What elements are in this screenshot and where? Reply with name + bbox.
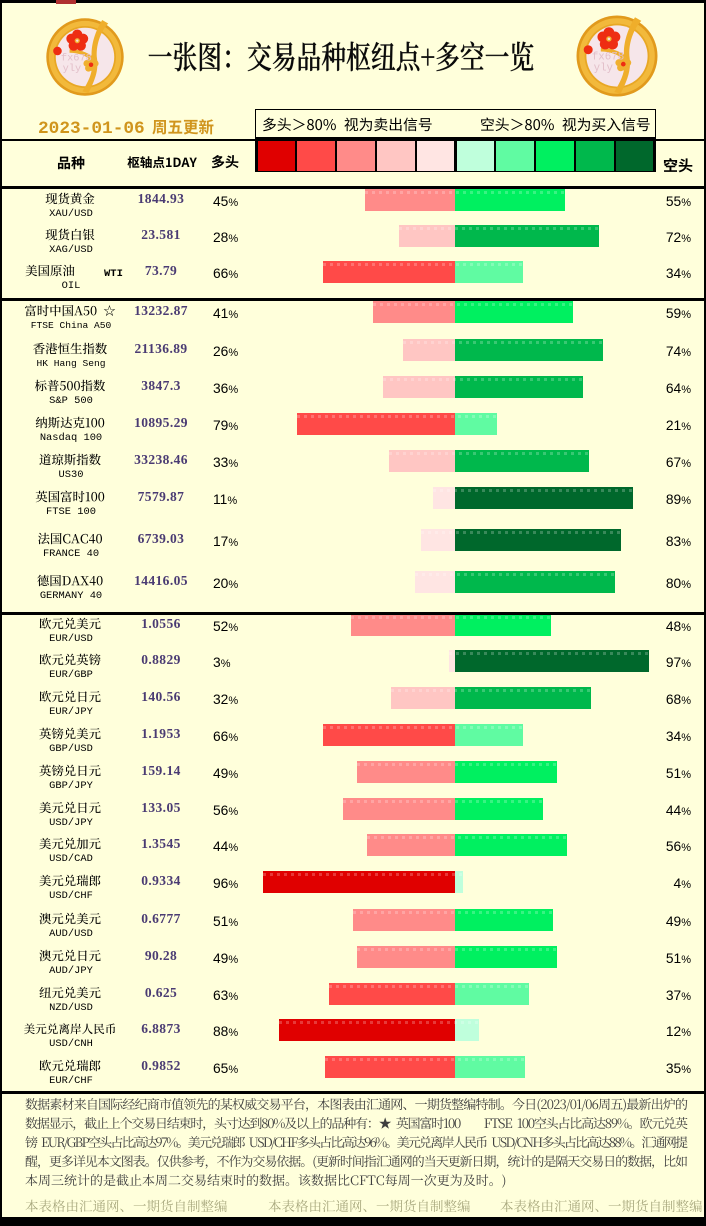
svg-text:Nasdaq 100: Nasdaq 100	[40, 432, 102, 444]
svg-text:133.05: 133.05	[141, 800, 181, 815]
svg-text:3%: 3%	[213, 655, 231, 670]
svg-text:26%: 26%	[213, 344, 238, 359]
svg-text:90.28: 90.28	[145, 948, 177, 963]
svg-text:88%: 88%	[213, 1024, 238, 1039]
svg-text:0.625: 0.625	[145, 985, 177, 1000]
svg-text:66%: 66%	[213, 729, 238, 744]
svg-text:10895.29: 10895.29	[134, 415, 188, 430]
svg-text:97%: 97%	[666, 655, 691, 670]
svg-text:73.79: 73.79	[145, 263, 177, 278]
svg-text:2023-01-06: 2023-01-06	[38, 119, 145, 139]
svg-text:63%: 63%	[213, 988, 238, 1003]
svg-text:6.8873: 6.8873	[141, 1021, 181, 1036]
svg-text:USD/CHF: USD/CHF	[49, 890, 93, 902]
svg-text:51%: 51%	[666, 766, 691, 781]
svg-text:11%: 11%	[213, 492, 237, 507]
svg-text:65%: 65%	[213, 1061, 238, 1076]
svg-text:49%: 49%	[213, 951, 238, 966]
svg-text:0.8829: 0.8829	[141, 652, 181, 667]
svg-text:79%: 79%	[213, 418, 238, 433]
svg-text:34%: 34%	[666, 266, 691, 281]
svg-text:44%: 44%	[213, 839, 238, 854]
svg-text:74%: 74%	[666, 344, 691, 359]
svg-text:GERMANY 40: GERMANY 40	[40, 590, 102, 602]
svg-text:USD/CNH: USD/CNH	[49, 1038, 93, 1050]
svg-text:33238.46: 33238.46	[134, 452, 188, 467]
svg-text:140.56: 140.56	[141, 689, 181, 704]
svg-text:EUR/CHF: EUR/CHF	[49, 1075, 93, 1087]
svg-text:AUD/USD: AUD/USD	[49, 928, 93, 940]
svg-text:S&P 500: S&P 500	[49, 395, 93, 407]
svg-text:37%: 37%	[666, 988, 691, 1003]
svg-text:17%: 17%	[213, 534, 238, 549]
svg-text:33%: 33%	[213, 455, 238, 470]
svg-text:64%: 64%	[666, 381, 691, 396]
svg-text:GBP/JPY: GBP/JPY	[49, 780, 93, 792]
svg-text:21136.89: 21136.89	[134, 341, 187, 356]
svg-text:21%: 21%	[666, 418, 691, 433]
svg-text:51%: 51%	[666, 951, 691, 966]
svg-text:55%: 55%	[666, 194, 691, 209]
svg-text:FTSE 100: FTSE 100	[46, 506, 96, 518]
svg-text:96%: 96%	[213, 876, 238, 891]
svg-text:EUR/GBP: EUR/GBP	[49, 669, 93, 681]
svg-text:35%: 35%	[666, 1061, 691, 1076]
svg-text:49%: 49%	[213, 766, 238, 781]
svg-text:28%: 28%	[213, 230, 238, 245]
svg-text:1844.93: 1844.93	[138, 191, 185, 206]
svg-text:48%: 48%	[666, 619, 691, 634]
svg-text:EUR/JPY: EUR/JPY	[49, 706, 93, 718]
svg-text:41%: 41%	[213, 306, 238, 321]
svg-text:NZD/USD: NZD/USD	[49, 1002, 93, 1014]
svg-text:68%: 68%	[666, 692, 691, 707]
svg-text:49%: 49%	[666, 914, 691, 929]
svg-text:XAG/USD: XAG/USD	[49, 244, 93, 256]
svg-text:56%: 56%	[666, 839, 691, 854]
svg-text:XAU/USD: XAU/USD	[49, 208, 93, 220]
svg-text:59%: 59%	[666, 306, 691, 321]
svg-text:6739.03: 6739.03	[138, 531, 185, 546]
svg-text:GBP/USD: GBP/USD	[49, 743, 93, 755]
svg-text:US30: US30	[59, 469, 84, 481]
svg-text:32%: 32%	[213, 692, 238, 707]
svg-text:FRANCE 40: FRANCE 40	[43, 548, 99, 560]
svg-text:0.9852: 0.9852	[141, 1058, 181, 1073]
svg-text:FTSE China A50: FTSE China A50	[31, 320, 112, 331]
svg-text:AUD/JPY: AUD/JPY	[49, 965, 93, 977]
svg-text:1.3545: 1.3545	[141, 836, 181, 851]
svg-text:12%: 12%	[666, 1024, 691, 1039]
svg-text:4%: 4%	[674, 876, 692, 891]
svg-text:56%: 56%	[213, 803, 238, 818]
svg-text:44%: 44%	[666, 803, 691, 818]
svg-text:1.1953: 1.1953	[141, 726, 181, 741]
svg-text:3847.3: 3847.3	[141, 378, 181, 393]
svg-text:0.9334: 0.9334	[141, 873, 181, 888]
svg-text:HK Hang Seng: HK Hang Seng	[36, 358, 105, 369]
svg-text:EUR/USD: EUR/USD	[49, 633, 93, 645]
svg-text:1.0556: 1.0556	[141, 616, 181, 631]
svg-text:USD/JPY: USD/JPY	[49, 817, 93, 829]
svg-text:72%: 72%	[666, 230, 691, 245]
svg-text:67%: 67%	[666, 455, 691, 470]
svg-text:51%: 51%	[213, 914, 238, 929]
svg-text:159.14: 159.14	[141, 763, 181, 778]
svg-text:OIL: OIL	[62, 280, 81, 292]
svg-text:23.581: 23.581	[141, 227, 181, 242]
svg-text:80%: 80%	[666, 576, 691, 591]
svg-text:83%: 83%	[666, 534, 691, 549]
svg-text:45%: 45%	[213, 194, 238, 209]
svg-text:36%: 36%	[213, 381, 238, 396]
svg-text:14416.05: 14416.05	[134, 573, 188, 588]
svg-text:89%: 89%	[666, 492, 691, 507]
svg-text:USD/CAD: USD/CAD	[49, 853, 93, 865]
svg-text:52%: 52%	[213, 619, 238, 634]
svg-text:13232.87: 13232.87	[134, 303, 188, 318]
svg-text:66%: 66%	[213, 266, 238, 281]
svg-text:20%: 20%	[213, 576, 238, 591]
svg-text:34%: 34%	[666, 729, 691, 744]
svg-text:WTI: WTI	[104, 268, 123, 280]
svg-text:0.6777: 0.6777	[141, 911, 181, 926]
svg-text:7579.87: 7579.87	[138, 489, 185, 504]
